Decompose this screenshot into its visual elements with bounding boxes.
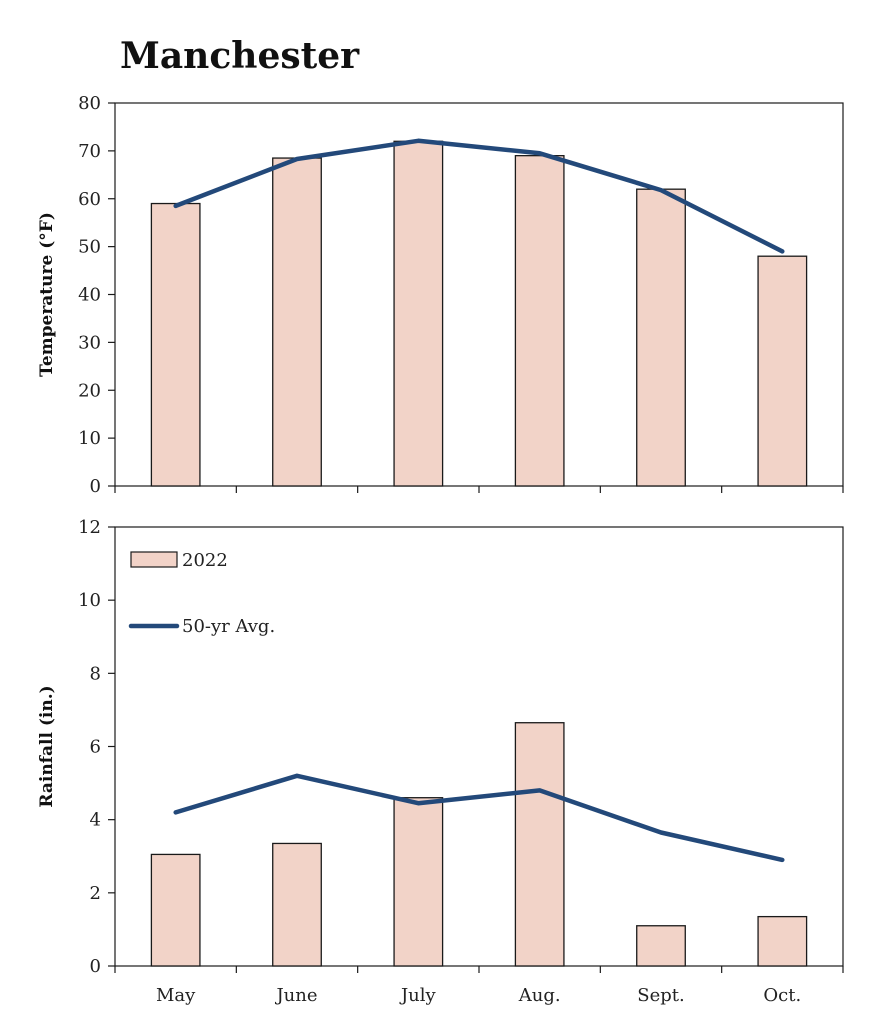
legend: 2022 50-yr Avg. xyxy=(128,550,275,637)
y-tick-label: 2 xyxy=(90,883,101,904)
plot-frame xyxy=(114,102,844,487)
bar-july xyxy=(393,140,444,487)
y-tick-label: 8 xyxy=(90,663,101,684)
y-axis-label: Temperature (°F) xyxy=(37,212,57,377)
x-tick-label: May xyxy=(156,985,196,1006)
bar-oct xyxy=(757,255,808,487)
y-tick-label: 6 xyxy=(90,737,101,758)
legend-bar-label: 2022 xyxy=(182,550,228,571)
y-tick-label: 10 xyxy=(78,590,101,611)
y-tick-label: 0 xyxy=(90,476,101,497)
x-tick-label: July xyxy=(399,985,437,1006)
legend-line-label: 50-yr Avg. xyxy=(182,616,275,637)
x-tick-label: Sept. xyxy=(637,985,684,1006)
chart-title: Manchester xyxy=(120,35,360,77)
y-tick-label: 40 xyxy=(78,285,101,306)
x-tick-label: Oct. xyxy=(763,985,801,1006)
bar-sept xyxy=(636,925,686,967)
avg-line-series xyxy=(173,138,785,254)
bar-june xyxy=(272,842,322,967)
bar-may xyxy=(150,853,201,967)
bar-may xyxy=(150,202,201,487)
bar-aug xyxy=(514,722,565,967)
y-tick-label: 70 xyxy=(78,141,101,162)
avg-line-series xyxy=(173,773,785,863)
y-tick-label: 80 xyxy=(78,93,101,114)
temperature-panel: 0 10 20 30 40 50 60 70 80 Temperature (°F) xyxy=(37,93,844,497)
bar-sept xyxy=(636,188,686,487)
bar-july xyxy=(393,797,444,967)
bar-june xyxy=(272,157,322,487)
y-tick-label: 4 xyxy=(90,810,101,831)
y-tick-label: 10 xyxy=(78,428,101,449)
y-tick-label: 20 xyxy=(78,380,101,401)
y-tick-label: 30 xyxy=(78,332,101,353)
x-tick-label: Aug. xyxy=(518,985,561,1006)
bar-aug xyxy=(514,155,565,487)
plot-frame xyxy=(114,526,844,967)
y-tick-label: 12 xyxy=(78,517,101,538)
y-tick-label: 60 xyxy=(78,189,101,210)
y-axis-label: Rainfall (in.) xyxy=(37,685,57,807)
y-tick-label: 0 xyxy=(90,956,101,977)
bar-oct xyxy=(757,915,808,967)
legend-bar-swatch xyxy=(130,551,178,568)
y-tick-label: 50 xyxy=(78,237,101,258)
rainfall-panel: 0 2 4 6 8 10 12 Rainfall (in.) May June July Aug. Se… xyxy=(37,517,844,1006)
x-tick-label: June xyxy=(274,985,317,1006)
